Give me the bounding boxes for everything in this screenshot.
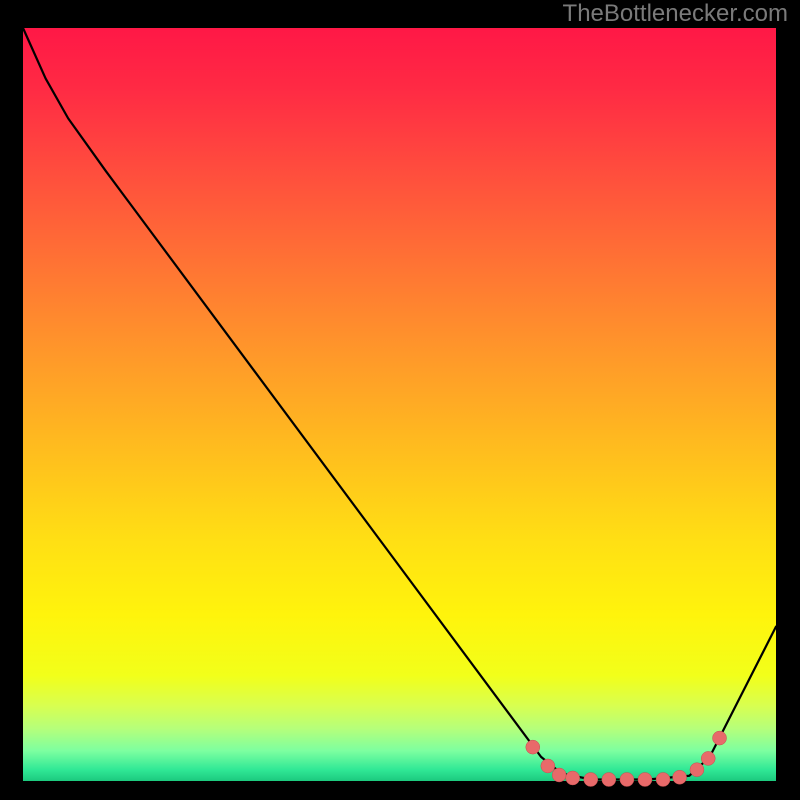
data-marker <box>701 751 715 765</box>
data-marker <box>620 772 634 786</box>
source-watermark: TheBottlenecker.com <box>563 0 788 28</box>
data-marker <box>541 759 555 773</box>
data-marker <box>690 763 704 777</box>
data-marker <box>566 771 580 785</box>
data-marker <box>638 772 652 786</box>
chart-container: TheBottlenecker.com <box>0 0 800 800</box>
data-marker <box>713 731 727 745</box>
bottleneck-chart <box>0 0 800 800</box>
data-marker <box>656 772 670 786</box>
data-marker <box>673 770 687 784</box>
data-marker <box>602 772 616 786</box>
data-marker <box>526 740 540 754</box>
data-marker <box>584 772 598 786</box>
data-marker <box>552 768 566 782</box>
plot-background <box>23 28 776 781</box>
